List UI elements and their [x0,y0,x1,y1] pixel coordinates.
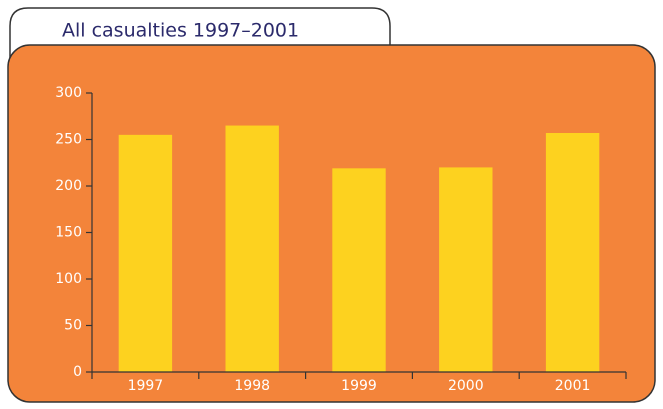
bar [545,132,600,372]
y-tick-label: 100 [55,271,82,287]
bar [332,168,386,372]
y-tick-label: 300 [55,85,82,101]
y-tick-label: 0 [73,364,82,380]
y-tick-label: 200 [55,178,82,194]
chart-title: All casualties 1997–2001 [62,20,299,42]
y-tick-label: 250 [55,132,82,148]
x-tick-label: 1999 [341,378,377,394]
bar [118,134,173,372]
y-tick-label: 50 [64,318,82,334]
x-tick-label: 2000 [448,378,484,394]
x-tick-label: 1998 [234,378,270,394]
y-tick-label: 150 [55,225,82,241]
x-tick-label: 2001 [555,378,591,394]
bar [225,125,279,372]
x-tick-label: 1997 [128,378,164,394]
bar [439,167,493,372]
